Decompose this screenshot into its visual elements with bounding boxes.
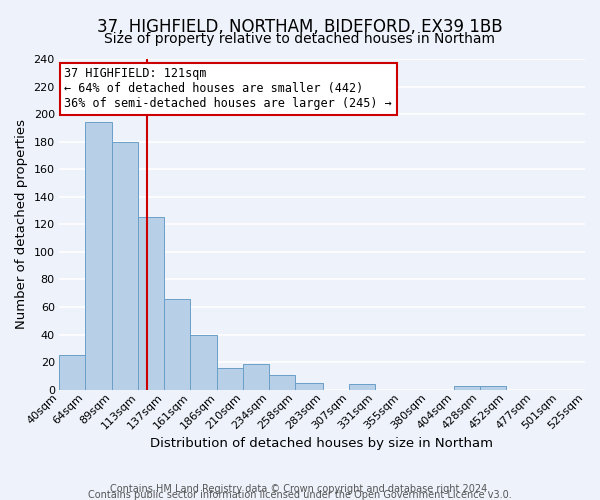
Bar [112, 142, 138, 390]
Bar [269, 374, 295, 390]
Text: Contains public sector information licensed under the Open Government Licence v3: Contains public sector information licen… [88, 490, 512, 500]
Bar [138, 218, 164, 390]
Bar [190, 334, 217, 390]
Bar [164, 298, 190, 390]
X-axis label: Distribution of detached houses by size in Northam: Distribution of detached houses by size … [151, 437, 493, 450]
Bar [295, 383, 323, 390]
Bar [85, 122, 112, 390]
Bar [59, 355, 85, 390]
Bar [217, 368, 244, 390]
Bar [244, 364, 269, 390]
Bar [349, 384, 374, 390]
Y-axis label: Number of detached properties: Number of detached properties [15, 120, 28, 330]
Text: 37 HIGHFIELD: 121sqm
← 64% of detached houses are smaller (442)
36% of semi-deta: 37 HIGHFIELD: 121sqm ← 64% of detached h… [64, 68, 392, 110]
Bar [454, 386, 480, 390]
Bar [480, 386, 506, 390]
Text: Size of property relative to detached houses in Northam: Size of property relative to detached ho… [104, 32, 496, 46]
Text: 37, HIGHFIELD, NORTHAM, BIDEFORD, EX39 1BB: 37, HIGHFIELD, NORTHAM, BIDEFORD, EX39 1… [97, 18, 503, 36]
Text: Contains HM Land Registry data © Crown copyright and database right 2024.: Contains HM Land Registry data © Crown c… [110, 484, 490, 494]
